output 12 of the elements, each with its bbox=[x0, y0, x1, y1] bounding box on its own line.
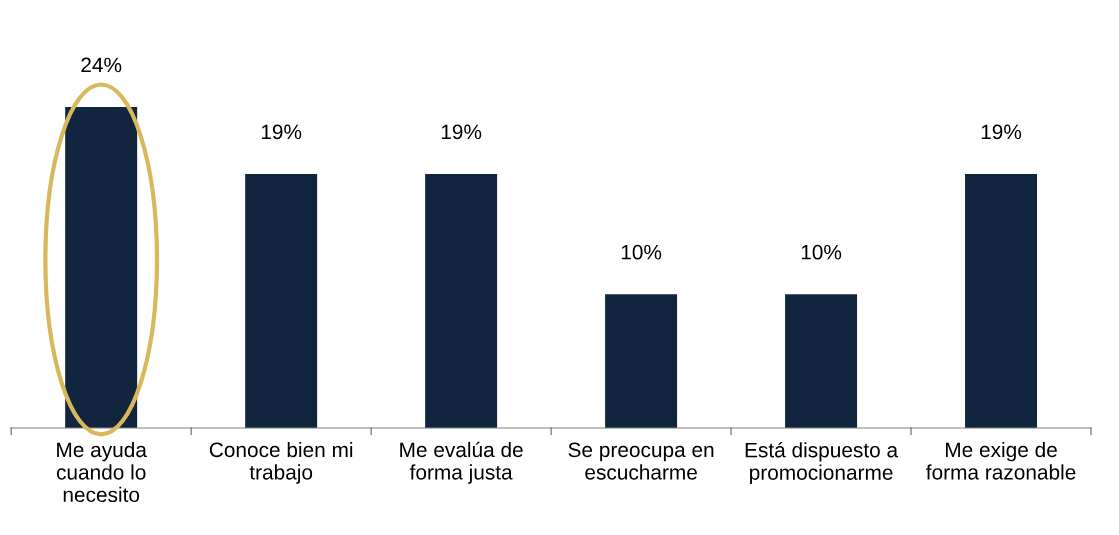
data-label: 19% bbox=[261, 124, 302, 140]
data-label: 10% bbox=[621, 244, 662, 260]
data-label: 19% bbox=[441, 124, 482, 140]
data-label: 24% bbox=[81, 57, 122, 73]
x-tick-label: Se preocupa en escucharme bbox=[568, 442, 714, 480]
data-label: 19% bbox=[981, 124, 1022, 140]
x-tick-label: Conoce bien mi trabajo bbox=[209, 441, 353, 484]
x-tick-label: Me evalúa de forma justa bbox=[400, 441, 523, 484]
x-tick-label: Me exige de forma razonable bbox=[926, 441, 1076, 480]
x-tick-label: Me ayuda cuando lo necesito bbox=[56, 441, 147, 503]
x-tick-label: Está dispuesto a promocionarme bbox=[745, 441, 899, 484]
data-label: 10% bbox=[801, 244, 842, 260]
